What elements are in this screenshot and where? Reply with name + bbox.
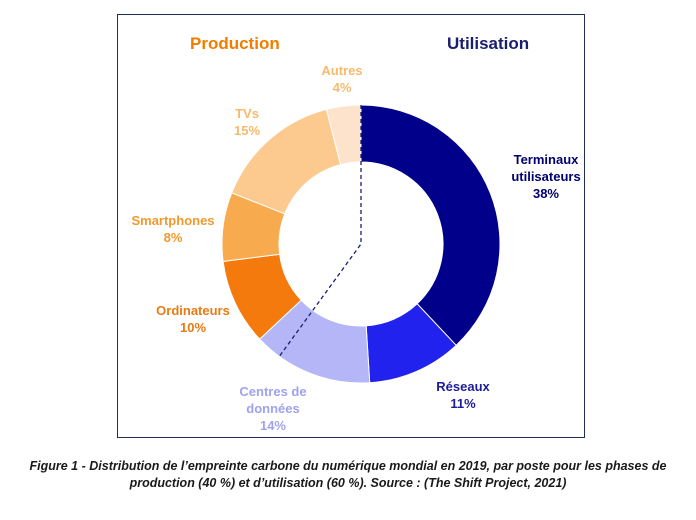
slice-value-label: 38% (532, 186, 560, 201)
slice-value-label: 10% (179, 320, 207, 335)
slice-value-label: 15% (233, 123, 261, 138)
slice-value-label: 8% (163, 230, 183, 245)
slice-label: Smartphones 8% (131, 212, 214, 246)
slice-label: Autres 4% (321, 62, 362, 96)
slice-value-label: 4% (332, 80, 352, 95)
caption-line-2: production (40 %) et d’utilisation (60 %… (129, 476, 567, 490)
phase-label-production: Production (190, 34, 280, 53)
slice-label: Réseaux 11% (436, 378, 489, 412)
caption-line-1: Figure 1 - Distribution de l’empreinte c… (29, 459, 667, 473)
chart-frame (117, 14, 585, 438)
slice-label-text: Ordinateurs (156, 303, 230, 318)
slice-label-text: données (246, 401, 300, 416)
phase-label-utilisation: Utilisation (447, 34, 530, 53)
slice-label: Ordinateurs 10% (156, 302, 230, 336)
slice-label: TVs 15% (234, 105, 260, 139)
slice-value-label: 11% (450, 396, 476, 411)
slice-label-text: Autres (321, 63, 363, 78)
slice-value-label: 14% (259, 418, 287, 433)
figure-caption: Figure 1 - Distribution de l’empreinte c… (0, 458, 696, 492)
slice-label-text: Réseaux (436, 379, 490, 394)
slice-label-text: Terminaux (513, 152, 579, 167)
slice-label: Terminaux utilisateurs 38% (511, 151, 580, 202)
slice-label-text: Smartphones (131, 213, 215, 228)
donut-slice-terminaux-utilisateurs (360, 104, 501, 347)
slice-label-text: Centres de (239, 384, 307, 399)
slice-label-text: TVs (235, 106, 259, 121)
slice-label: Centres de données 14% (239, 383, 306, 434)
slice-label-text: utilisateurs (511, 169, 581, 184)
phase-separator-line (278, 105, 362, 357)
